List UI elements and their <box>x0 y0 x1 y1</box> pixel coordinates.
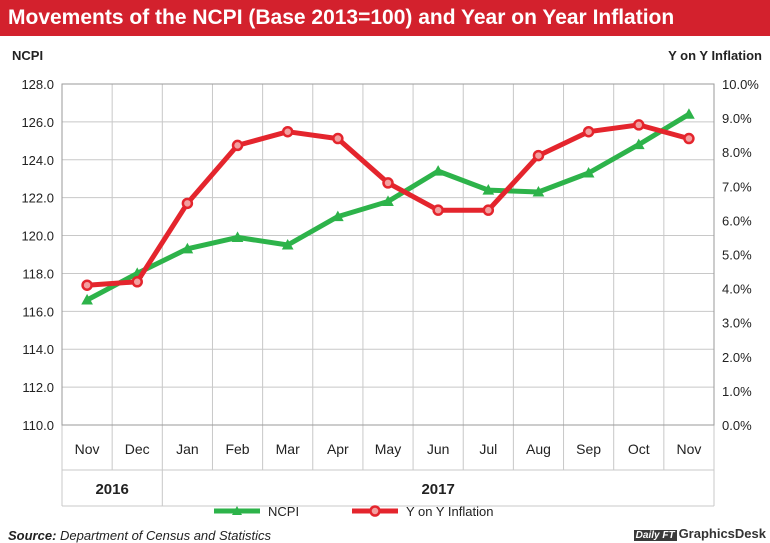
data-point-circle <box>582 125 595 138</box>
right-tick-label: 10.0% <box>722 77 759 92</box>
category-label: Apr <box>327 441 349 457</box>
category-label: Oct <box>628 441 650 457</box>
right-tick-label: 0.0% <box>722 418 752 433</box>
data-point-circle <box>231 139 244 152</box>
data-point-circle <box>332 132 344 145</box>
right-tick-label: 7.0% <box>722 179 752 194</box>
right-tick-label: 4.0% <box>722 282 752 297</box>
legend-label: NCPI <box>268 504 299 519</box>
data-point-circle <box>281 125 294 138</box>
data-point-triangle <box>432 165 445 176</box>
category-label: Aug <box>526 441 551 457</box>
left-tick-label: 114.0 <box>22 342 54 357</box>
data-point-circle <box>532 149 545 162</box>
year-label: 2017 <box>421 481 454 498</box>
category-label: May <box>375 441 401 457</box>
source-label: Source: <box>8 528 57 543</box>
category-label: Dec <box>125 441 150 457</box>
data-point-circle <box>482 204 495 216</box>
publisher-logo: Daily FT GraphicsDesk <box>633 526 766 541</box>
data-point-triangle <box>582 167 595 178</box>
category-label: Jul <box>479 441 497 457</box>
data-point-triangle <box>231 231 244 242</box>
legend-label: Y on Y Inflation <box>406 504 493 519</box>
source-note: Source: Department of Census and Statist… <box>8 528 271 543</box>
source-text: Department of Census and Statistics <box>60 528 272 543</box>
logo-mark: Daily FT <box>633 530 677 541</box>
left-tick-label: 126.0 <box>21 115 54 130</box>
right-tick-label: 6.0% <box>722 213 752 228</box>
data-point-circle <box>432 204 444 216</box>
logo-text: GraphicsDesk <box>678 526 766 541</box>
chart-title: Movements of the NCPI (Base 2013=100) an… <box>0 0 770 36</box>
axes: 110.0 112.0 114.0 116.0 118.0 120.0 122.0 124.0… <box>21 77 759 498</box>
category-label: Sep <box>576 441 601 457</box>
category-label: Nov <box>75 441 100 457</box>
right-tick-label: 8.0% <box>722 145 752 160</box>
data-point-circle <box>81 279 93 291</box>
left-tick-label: 118.0 <box>22 266 54 281</box>
left-tick-label: 124.0 <box>21 153 54 168</box>
category-label: Jan <box>176 441 199 457</box>
data-point-circle <box>633 119 645 131</box>
category-label: Jun <box>427 441 450 457</box>
data-point-triangle <box>382 195 394 206</box>
category-label: Nov <box>676 441 701 457</box>
legend-marker-triangle <box>232 506 242 515</box>
legend-marker-circle <box>369 505 381 517</box>
left-tick-label: 128.0 <box>21 77 54 92</box>
right-tick-label: 1.0% <box>722 384 752 399</box>
left-tick-label: 122.0 <box>21 191 54 206</box>
data-point-circle <box>382 177 394 189</box>
category-label: Mar <box>276 441 300 457</box>
right-axis-title: Y on Y Inflation <box>668 48 762 63</box>
data-point-triangle <box>281 238 294 250</box>
data-point-circle <box>683 132 695 145</box>
legend: NCPI Y on Y Inflation <box>214 504 493 519</box>
data-point-triangle <box>683 108 695 119</box>
data-point-triangle <box>81 293 93 305</box>
year-label: 2016 <box>95 481 128 498</box>
series-lines <box>81 108 695 305</box>
data-point-triangle <box>181 242 194 254</box>
right-tick-label: 9.0% <box>722 111 752 126</box>
left-axis-title: NCPI <box>12 48 43 63</box>
right-tick-label: 5.0% <box>722 248 752 263</box>
series-line <box>84 111 692 303</box>
plot-border <box>61 83 715 426</box>
left-tick-label: 110.0 <box>22 418 54 433</box>
data-point-triangle <box>331 210 344 222</box>
right-tick-label: 3.0% <box>722 316 752 331</box>
left-tick-label: 116.0 <box>22 304 54 319</box>
left-tick-label: 120.0 <box>21 229 54 244</box>
data-point-circle <box>131 276 143 288</box>
left-tick-label: 112.0 <box>22 380 54 395</box>
data-point-triangle <box>482 184 495 195</box>
right-tick-label: 2.0% <box>722 350 752 365</box>
data-point-triangle <box>632 138 645 150</box>
data-point-circle <box>181 197 194 210</box>
data-point-triangle <box>532 185 545 197</box>
category-label: Feb <box>225 441 249 457</box>
